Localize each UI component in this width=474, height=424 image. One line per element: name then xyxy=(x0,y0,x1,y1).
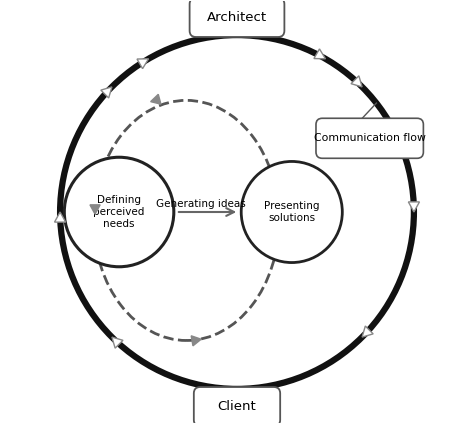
Polygon shape xyxy=(90,205,100,214)
Polygon shape xyxy=(409,202,419,212)
Text: Defining
perceived
needs: Defining perceived needs xyxy=(93,195,145,229)
Polygon shape xyxy=(151,94,161,104)
Circle shape xyxy=(241,162,342,262)
Text: Presenting
solutions: Presenting solutions xyxy=(264,201,319,223)
FancyBboxPatch shape xyxy=(190,0,284,37)
Polygon shape xyxy=(137,59,148,69)
Polygon shape xyxy=(55,212,65,222)
Circle shape xyxy=(64,157,174,267)
Polygon shape xyxy=(191,336,201,346)
Text: Generating ideas: Generating ideas xyxy=(156,199,246,209)
Text: Communication flow: Communication flow xyxy=(314,133,426,143)
FancyBboxPatch shape xyxy=(316,118,423,158)
Polygon shape xyxy=(351,76,362,87)
Polygon shape xyxy=(101,87,112,98)
Polygon shape xyxy=(112,337,123,348)
Text: Client: Client xyxy=(218,400,256,413)
Text: Architect: Architect xyxy=(207,11,267,24)
Polygon shape xyxy=(362,326,373,337)
Polygon shape xyxy=(314,49,326,59)
FancyBboxPatch shape xyxy=(194,387,280,424)
